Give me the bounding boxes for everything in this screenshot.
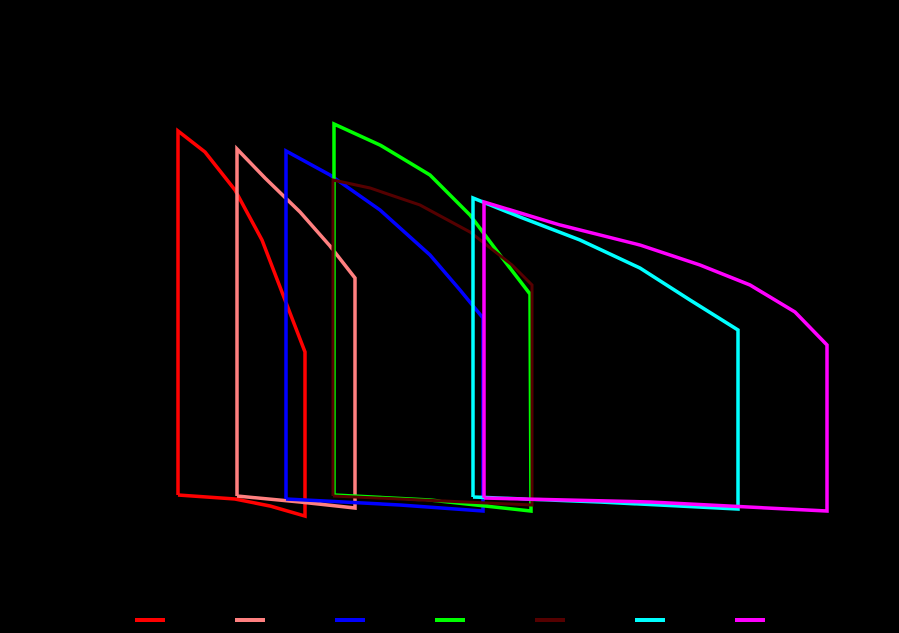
series-line-7: [482, 199, 829, 513]
series-line-5: [331, 178, 534, 507]
series-line-2: [235, 144, 357, 510]
plot-area: [176, 121, 829, 519]
series-line-3: [284, 148, 485, 513]
